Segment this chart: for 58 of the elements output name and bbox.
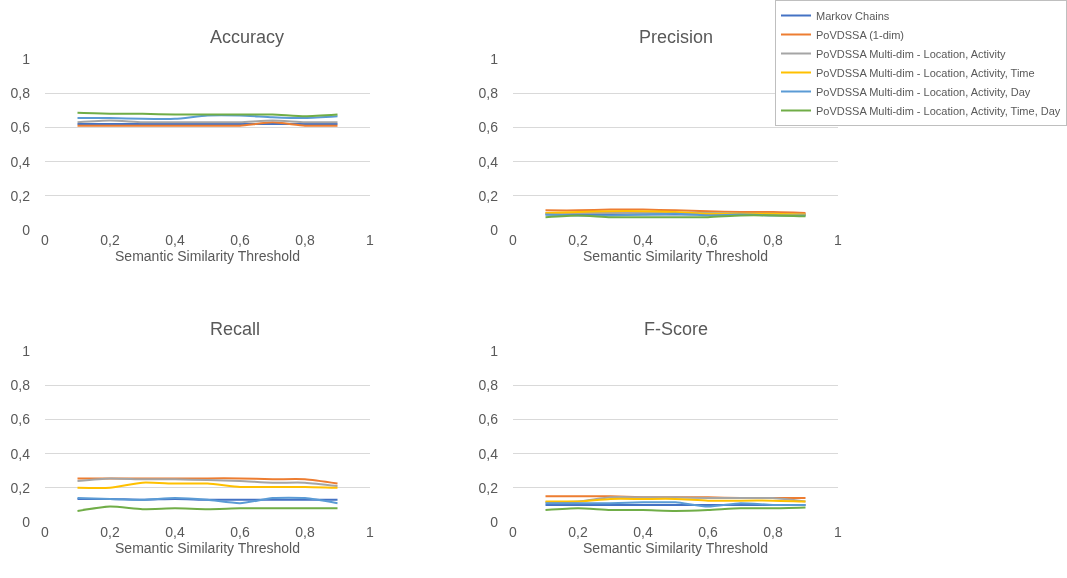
x-tick-label: 0,8 [763,524,783,540]
legend-label: PoVDSSA (1-dim) [816,28,905,41]
y-tick-label: 0,4 [478,153,499,170]
y-tick-label: 0,8 [10,377,31,394]
y-tick-label: 1 [22,50,31,67]
y-tick-label: 1 [490,342,499,359]
x-tick-label: 0 [509,232,518,248]
y-tick-label: 0,2 [10,479,31,496]
y-tick-label: 0,4 [478,445,499,462]
x-tick-label: 0,8 [295,232,315,248]
x-tick-label: 1 [366,524,375,540]
y-tick-label: 0,4 [10,445,31,462]
y-tick-label: 0,6 [10,411,31,428]
y-tick-label: 1 [22,342,31,359]
x-tick-label: 0,6 [230,524,250,540]
legend-label: PoVDSSA Multi-dim - Location, Activity, Time, Day [816,104,1061,117]
x-tick-label: 1 [834,524,843,540]
x-tick-label: 0,8 [763,232,783,248]
x-tick-label: 0 [41,232,50,248]
y-tick-label: 0,2 [478,479,499,496]
x-tick-label: 1 [834,232,843,248]
x-tick-label: 0,6 [230,232,250,248]
y-tick-label: 0,8 [10,85,31,102]
x-tick-label: 0 [41,524,50,540]
chart-title: F-Score [644,319,709,339]
x-tick-label: 0,4 [165,524,185,540]
x-tick-label: 0,2 [568,524,588,540]
y-tick-label: 0,6 [10,119,31,136]
y-tick-label: 0,8 [478,85,499,102]
x-tick-label: 0,4 [633,232,653,248]
x-tick-label: 0 [509,524,518,540]
y-tick-label: 0,2 [10,187,31,204]
x-axis-title: Semantic Similarity Threshold [583,248,768,265]
x-axis-title: Semantic Similarity Threshold [115,248,300,265]
legend-label: Markov Chains [816,9,890,22]
y-tick-label: 1 [490,50,499,67]
x-tick-label: 0,6 [698,524,718,540]
x-tick-label: 0,6 [698,232,718,248]
x-tick-label: 0,4 [633,524,653,540]
x-tick-label: 0,4 [165,232,185,248]
chart-title: Recall [210,319,261,339]
y-tick-label: 0,6 [478,411,499,428]
y-tick-label: 0,2 [478,187,499,204]
x-tick-label: 0,8 [295,524,315,540]
x-tick-label: 1 [366,232,375,248]
y-tick-label: 0,4 [10,153,31,170]
legend-label: PoVDSSA Multi-dim - Location, Activity, Day [816,85,1031,98]
chart-title: Precision [639,27,714,47]
x-axis-title: Semantic Similarity Threshold [115,540,300,557]
y-tick-label: 0,6 [478,119,499,136]
x-axis-title: Semantic Similarity Threshold [583,540,768,557]
x-tick-label: 0,2 [100,232,120,248]
y-tick-label: 0,8 [478,377,499,394]
legend-label: PoVDSSA Multi-dim - Location, Activity, Time [816,66,1035,79]
chart-title: Accuracy [210,27,285,47]
x-tick-label: 0,2 [568,232,588,248]
legend-label: PoVDSSA Multi-dim - Location, Activity [816,47,1007,60]
x-tick-label: 0,2 [100,524,120,540]
